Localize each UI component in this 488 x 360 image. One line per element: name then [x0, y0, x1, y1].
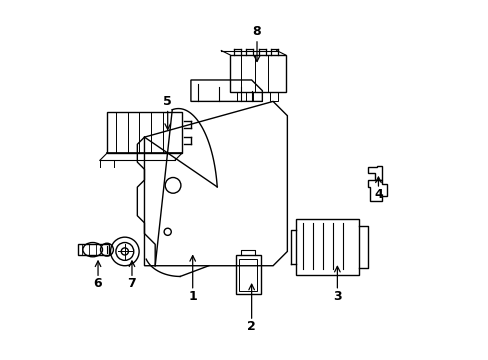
Text: 2: 2: [247, 320, 256, 333]
Text: 5: 5: [163, 95, 172, 108]
Bar: [107, 112, 182, 153]
Text: 8: 8: [252, 25, 261, 38]
Text: 6: 6: [94, 277, 102, 290]
Bar: [235, 255, 260, 294]
Bar: [269, 93, 278, 102]
Text: 4: 4: [373, 188, 382, 201]
Bar: [239, 258, 257, 291]
Text: 1: 1: [188, 289, 197, 303]
Text: 7: 7: [127, 277, 136, 290]
Bar: [78, 244, 108, 255]
Bar: [237, 93, 246, 102]
Bar: [296, 219, 358, 275]
Bar: [230, 55, 285, 93]
Bar: [253, 93, 262, 102]
Text: 3: 3: [332, 289, 341, 303]
